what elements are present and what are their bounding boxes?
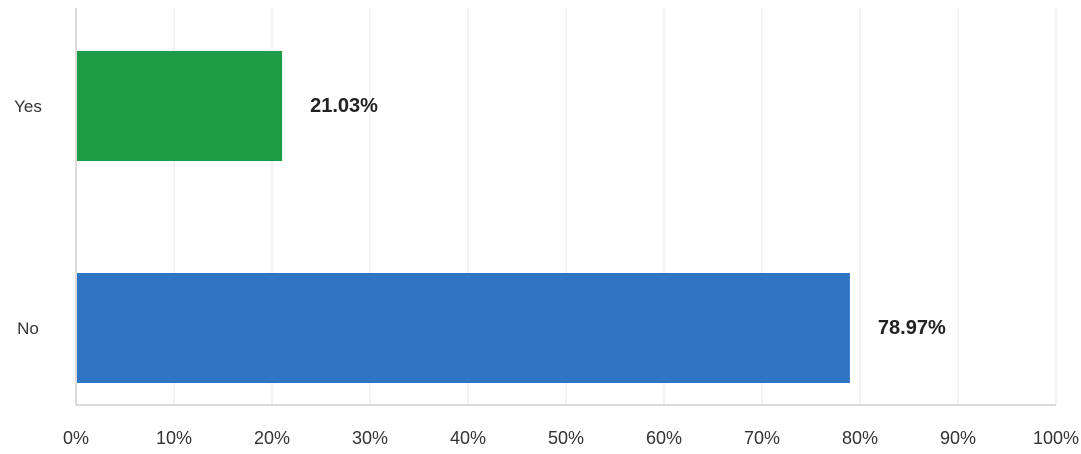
bar-no [77,273,850,383]
x-tick-label: 80% [842,428,878,448]
x-tick-label: 50% [548,428,584,448]
x-tick-label: 10% [156,428,192,448]
x-tick-label: 30% [352,428,388,448]
x-tick-label: 0% [63,428,89,448]
x-tick-label: 40% [450,428,486,448]
x-tick-label: 20% [254,428,290,448]
x-tick-label: 60% [646,428,682,448]
x-tick-label: 90% [940,428,976,448]
bars [77,51,850,383]
axes [75,8,1056,406]
x-tick-label: 100% [1033,428,1079,448]
bar-yes [77,51,283,161]
category-label: No [17,319,39,338]
data-label: 21.03% [310,95,378,117]
category-label: Yes [14,97,42,116]
data-label: 78.97% [878,317,946,339]
labels: 0% 10% 20% 30% 40% 50% 60% 70% 80% 90% 100% Yes 21.0… [14,95,1079,448]
x-tick-label: 70% [744,428,780,448]
